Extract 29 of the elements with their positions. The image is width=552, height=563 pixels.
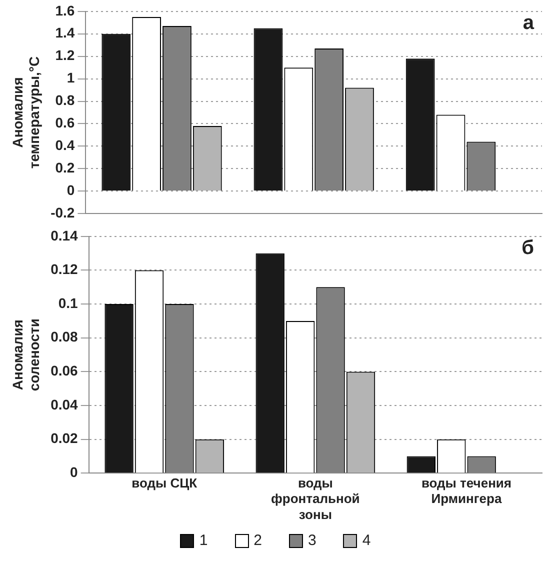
y-tick-label: 0.4 <box>55 137 75 154</box>
legend-label: 4 <box>362 532 371 549</box>
y-tick-label: 0 <box>66 182 75 198</box>
y-tick-label: 0.6 <box>55 114 75 131</box>
y-tick-label: 0.02 <box>50 430 78 446</box>
y-tick-label: 0.14 <box>50 227 78 244</box>
y-tick-label: 0.04 <box>50 396 78 412</box>
x-tick-label: воды СЦК <box>132 476 198 491</box>
y-tick-label: 0.12 <box>50 261 78 278</box>
y-tick-label: 1.2 <box>55 47 75 64</box>
y-tick-label: 1.4 <box>55 24 75 41</box>
y-axis-title: Аномалия температуры,°C <box>9 56 42 169</box>
annotation: а <box>522 12 535 34</box>
y-tick-label: 0.8 <box>55 92 75 108</box>
y-axis-title: Аномалия солености <box>9 318 42 392</box>
y-tick-label: 0 <box>70 464 78 480</box>
annotation: б <box>522 236 534 259</box>
legend-label: 3 <box>308 532 316 549</box>
y-tick-label: -0.2 <box>50 204 75 220</box>
y-tick-label: 0.1 <box>58 294 78 311</box>
y-tick-label: 0.06 <box>50 362 78 379</box>
y-tick-label: 0.2 <box>55 160 75 176</box>
y-tick-label: 0.08 <box>50 328 78 345</box>
x-tick-label: воды фронтальной зоны <box>271 476 360 522</box>
legend-label: 2 <box>254 532 262 549</box>
legend-label: 1 <box>199 532 208 549</box>
x-tick-label: воды течения Ирмингера <box>421 476 512 506</box>
y-tick-label: 1.6 <box>55 2 75 18</box>
y-tick-label: 1 <box>66 70 75 86</box>
